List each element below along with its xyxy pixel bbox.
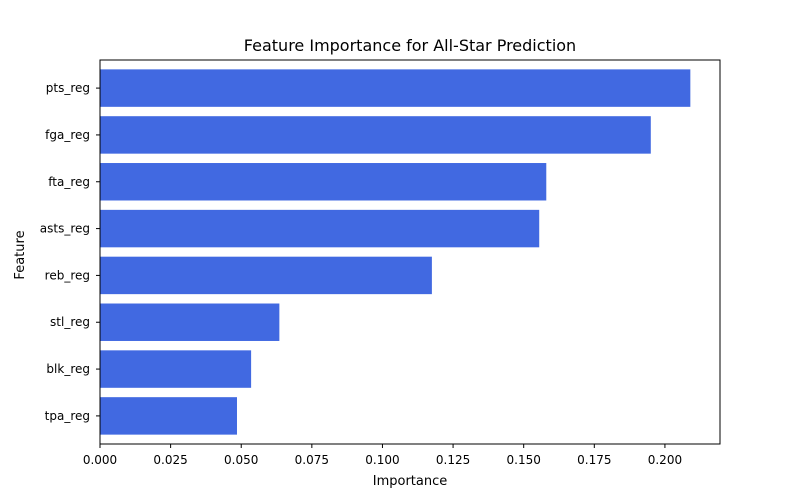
x-axis-ticks: 0.000 0.025 0.050 0.075 0.100 0.125 0.150 0.175…: [83, 444, 682, 467]
bar-fta_reg: [100, 163, 547, 201]
axes-border: [99, 59, 721, 445]
y-tick-label-fta_reg: fta_reg: [48, 175, 90, 189]
bar-stl_reg: [100, 303, 280, 341]
bar-blk_reg: [100, 350, 252, 388]
chart-title: Feature Importance for All-Star Predicti…: [244, 36, 576, 55]
bar-pts_reg: [100, 69, 691, 107]
x-tick-label: 0.075: [295, 453, 329, 467]
plot-area: [100, 69, 691, 435]
y-tick-label-tpa_reg: tpa_reg: [45, 409, 90, 423]
x-axis-label: Importance: [373, 474, 448, 489]
y-tick-label-fga_reg: fga_reg: [45, 128, 90, 142]
y-tick-label-blk_reg: blk_reg: [46, 362, 90, 376]
bar-asts_reg: [100, 209, 540, 248]
y-tick-label-pts_reg: pts_reg: [46, 81, 90, 95]
bar-tpa_reg: [100, 397, 237, 435]
x-tick-label: 0.050: [224, 453, 258, 467]
x-tick-label: 0.000: [83, 453, 117, 467]
bar-reb_reg: [100, 256, 432, 295]
x-tick-label: 0.125: [436, 453, 470, 467]
x-tick-label: 0.200: [648, 453, 682, 467]
axes-frame: [99, 59, 721, 445]
x-tick-label: 0.025: [153, 453, 187, 467]
y-axis-ticks: pts_reg fga_reg fta_reg asts_reg reb_reg stl_…: [40, 81, 100, 423]
x-tick-label: 0.100: [365, 453, 399, 467]
bar-fga_reg: [100, 116, 651, 154]
x-tick-label: 0.175: [577, 453, 611, 467]
y-tick-label-stl_reg: stl_reg: [50, 315, 90, 329]
y-axis-label: Feature: [13, 230, 28, 279]
y-tick-label-reb_reg: reb_reg: [45, 268, 90, 282]
x-tick-label: 0.150: [507, 453, 541, 467]
y-tick-label-asts_reg: asts_reg: [40, 222, 90, 236]
